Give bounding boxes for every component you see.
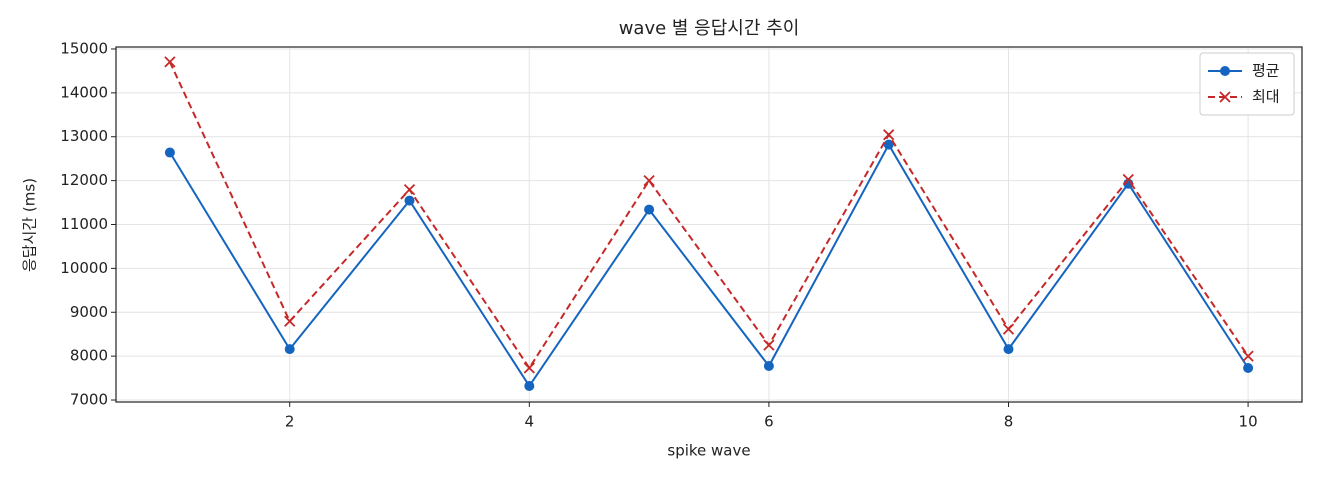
- marker: [644, 204, 655, 215]
- x-tick-label: 8: [1004, 413, 1014, 431]
- series-line: [169, 142, 1249, 388]
- marker: [1122, 173, 1134, 186]
- plot-frame: [115, 46, 1303, 403]
- marker: [763, 361, 774, 372]
- marker-stroke: [1122, 173, 1134, 186]
- marker: [763, 339, 775, 351]
- x-tick-label: 6: [764, 413, 774, 431]
- marker: [643, 174, 655, 187]
- marker: [1242, 350, 1254, 362]
- y-tick-label: 9000: [70, 303, 108, 321]
- y-tick-label: 14000: [60, 83, 108, 101]
- marker: [164, 147, 175, 158]
- x-tick-label: 10: [1239, 413, 1258, 431]
- marker: [1243, 362, 1254, 373]
- marker: [1220, 66, 1230, 76]
- y-tick-label: 7000: [70, 391, 108, 409]
- marker-stroke: [1242, 350, 1254, 362]
- marker-stroke: [284, 315, 296, 327]
- legend-box: [1199, 52, 1295, 116]
- x-tick-label: 4: [525, 413, 535, 431]
- marker: [164, 56, 176, 68]
- legend-label: 평균: [1252, 62, 1280, 80]
- marker-stroke: [164, 56, 176, 68]
- x-axis-label: spike wave: [667, 442, 750, 460]
- x-tick-label: 2: [285, 413, 295, 431]
- marker: [1219, 91, 1231, 103]
- marker: [524, 380, 535, 391]
- marker-stroke: [1002, 323, 1015, 335]
- marker: [883, 129, 895, 141]
- series-line: [169, 61, 1249, 370]
- marker-stroke: [523, 362, 535, 374]
- legend-label: 최대: [1252, 88, 1280, 106]
- y-tick-label: 13000: [60, 127, 108, 145]
- y-tick-label: 15000: [60, 39, 108, 57]
- marker-stroke: [1219, 91, 1231, 103]
- marker: [403, 183, 416, 196]
- marker-stroke: [403, 183, 416, 196]
- y-tick-label: 8000: [70, 347, 108, 365]
- y-tick-label: 11000: [60, 215, 108, 233]
- chart-title: wave 별 응답시간 추이: [619, 18, 800, 39]
- marker: [284, 344, 295, 355]
- y-tick-label: 12000: [60, 171, 108, 189]
- marker: [1003, 344, 1014, 355]
- marker-stroke: [883, 129, 895, 141]
- marker: [523, 362, 535, 374]
- marker: [404, 195, 415, 206]
- marker: [883, 139, 894, 150]
- marker-stroke: [643, 174, 655, 187]
- marker-stroke: [763, 339, 775, 351]
- y-axis-label: 응답시간 (ms): [21, 178, 39, 272]
- marker: [284, 315, 296, 327]
- marker: [1002, 323, 1015, 335]
- y-tick-label: 10000: [60, 259, 108, 277]
